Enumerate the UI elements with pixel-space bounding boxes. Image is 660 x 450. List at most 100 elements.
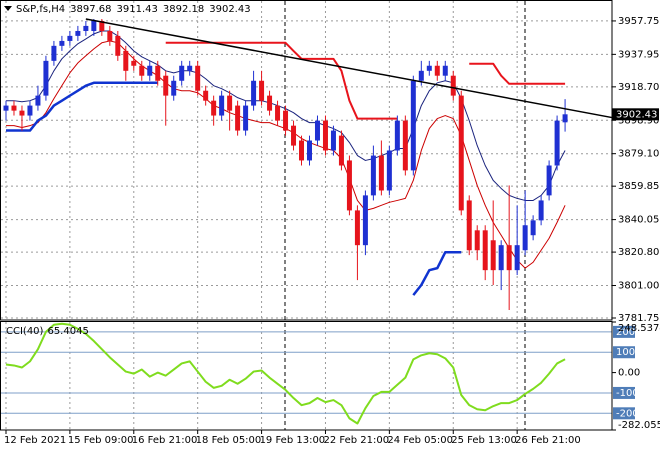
candle-body <box>67 35 73 41</box>
y-tick-label: 3781.75 <box>618 313 659 324</box>
x-tick-label: 22 Feb 21:00 <box>323 435 389 446</box>
candle-body <box>275 105 281 121</box>
candle-body <box>187 65 193 71</box>
candle-body <box>91 21 97 31</box>
candle-body <box>27 105 33 116</box>
candle-body <box>562 114 568 123</box>
ohlc-low: 3892.18 <box>163 4 204 15</box>
header-arrow <box>4 6 12 11</box>
candle-body <box>474 230 480 251</box>
candle-body <box>546 165 552 196</box>
candle-body <box>219 95 225 116</box>
candle-body <box>442 65 448 76</box>
y-tick-label: 0.00 <box>618 368 640 379</box>
y-tick-label: 3840.05 <box>618 215 659 226</box>
candle-body <box>203 90 209 101</box>
ohlc-high: 3911.43 <box>117 4 158 15</box>
level-label: 200 <box>616 327 635 338</box>
candle-body <box>139 65 145 76</box>
candle-body <box>51 45 57 61</box>
y-tick-label: 3820.80 <box>618 247 659 258</box>
candle-body <box>378 155 384 191</box>
price-label-box <box>612 108 659 121</box>
x-tick-label: 24 Feb 05:00 <box>387 435 453 446</box>
level-box <box>613 325 635 338</box>
candle-body <box>259 80 265 101</box>
y-tick-label: 248.5374 <box>618 323 660 334</box>
indicator-line <box>412 251 462 296</box>
y-tick-label: 3918.70 <box>618 82 659 93</box>
candle-body <box>211 100 217 116</box>
candle-body <box>498 245 504 271</box>
level-label: -200 <box>616 408 639 419</box>
candle-body <box>179 65 185 81</box>
candle-body <box>283 110 289 131</box>
candle-body <box>123 50 129 71</box>
candle-body <box>554 120 560 166</box>
candle-body <box>83 25 89 31</box>
x-tick-label: 18 Feb 05:00 <box>196 435 262 446</box>
candle-body <box>530 220 536 236</box>
candle-body <box>35 95 41 106</box>
main-panel-border <box>0 0 613 321</box>
candle-body <box>235 105 241 131</box>
y-tick-label: 3898.90 <box>618 115 659 126</box>
y-tick-label: 3957.75 <box>618 16 659 27</box>
candle-body <box>227 95 233 111</box>
x-tick-label: 12 Feb 2021 <box>4 435 66 446</box>
candle-body <box>163 75 169 96</box>
candle-body <box>3 105 9 111</box>
candle-body <box>19 110 25 116</box>
candle-body <box>354 210 360 246</box>
header: S&P,fs,H4 3897.68 3911.43 3892.18 3902.43 <box>16 4 251 15</box>
candle-body <box>195 65 201 91</box>
candle-body <box>458 95 464 211</box>
cci-name: CCI(40) <box>6 326 44 337</box>
indicator-line <box>469 62 566 85</box>
candle-body <box>251 80 257 106</box>
candle-body <box>155 65 161 81</box>
candle-body <box>362 195 368 246</box>
candle-body <box>243 105 249 131</box>
y-tick-label: 3801.00 <box>618 281 659 292</box>
candle-body <box>386 150 392 191</box>
y-tick-label: 3879.10 <box>618 149 659 160</box>
candle-body <box>107 30 113 41</box>
candle-body <box>346 160 352 211</box>
candle-body <box>330 130 336 151</box>
x-tick-label: 25 Feb 13:00 <box>451 435 517 446</box>
candle-body <box>338 135 344 166</box>
candle-body <box>322 120 328 151</box>
price-label: 3902.43 <box>616 109 657 120</box>
candle-body <box>426 65 432 71</box>
y-tick-label: -282.0558 <box>618 420 660 431</box>
candle-body <box>306 140 312 161</box>
level-label: -100 <box>616 388 639 399</box>
indicator-line <box>165 41 398 120</box>
ohlc-open: 3897.68 <box>70 4 111 15</box>
level-box <box>613 407 635 420</box>
x-tick-label: 15 Feb 09:00 <box>68 435 134 446</box>
cci-panel-border <box>0 321 613 431</box>
y-tick-label: 3859.85 <box>618 181 659 192</box>
candle-body <box>418 70 424 81</box>
x-tick-label: 16 Feb 21:00 <box>132 435 198 446</box>
candle-body <box>482 230 488 271</box>
candle-body <box>490 240 496 271</box>
candle-body <box>314 120 320 141</box>
candle-body <box>59 40 65 46</box>
candle-body <box>434 65 440 76</box>
candle-body <box>115 35 121 56</box>
x-tick-label: 19 Feb 13:00 <box>260 435 326 446</box>
candle-body <box>506 245 512 271</box>
candle-body <box>99 21 105 31</box>
candle-body <box>450 75 456 96</box>
candle-body <box>147 65 153 76</box>
x-tick-label: 26 Feb 21:00 <box>515 435 581 446</box>
cci-line <box>5 322 566 425</box>
cci-value: 65.4045 <box>47 326 88 337</box>
level-box <box>613 386 635 399</box>
